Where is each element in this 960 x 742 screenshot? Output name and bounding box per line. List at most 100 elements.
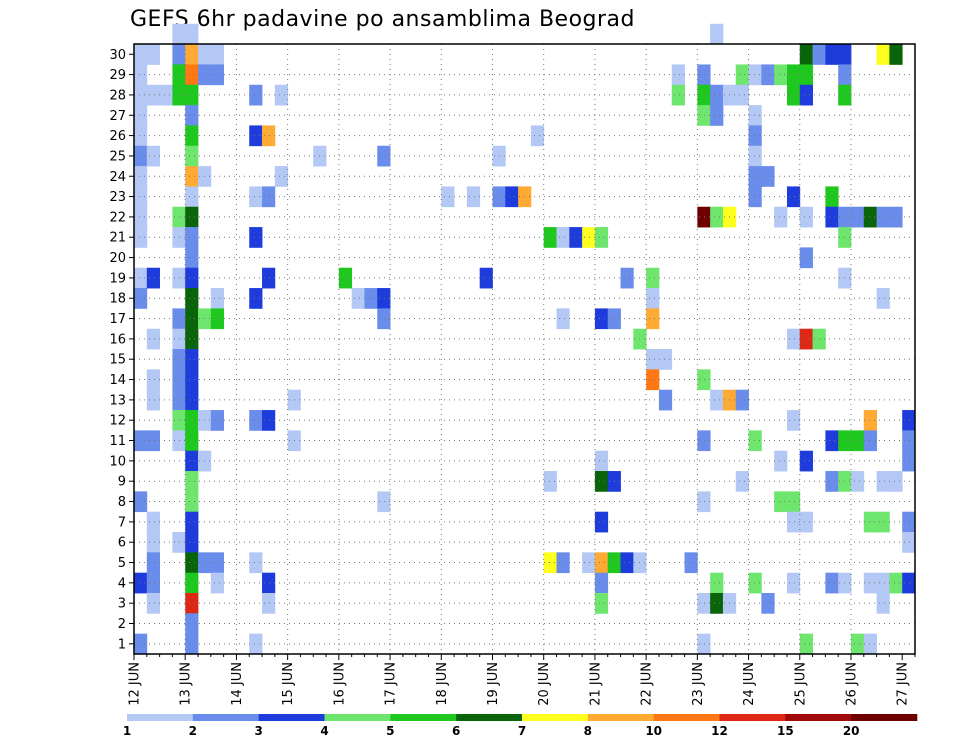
heatmap-cell xyxy=(748,186,762,208)
heatmap-cell xyxy=(185,206,199,228)
heatmap-cell xyxy=(902,450,916,472)
heatmap-cell xyxy=(876,511,890,533)
heatmap-cell xyxy=(185,166,199,187)
heatmap-cell xyxy=(761,166,775,187)
heatmap-cell xyxy=(210,64,225,86)
heatmap-cell xyxy=(620,552,634,574)
y-tick-label: 10 xyxy=(109,454,126,469)
colorbar-label: 1 xyxy=(123,724,131,738)
colorbar-label: 10 xyxy=(645,724,662,738)
heatmap-cell xyxy=(134,105,148,126)
heatmap-cell xyxy=(134,84,148,106)
colorbar-swatch xyxy=(456,714,523,721)
heatmap-cell xyxy=(172,23,186,45)
heatmap-cell xyxy=(185,572,199,594)
heatmap-cell xyxy=(774,491,788,513)
y-tick-label: 15 xyxy=(109,353,126,368)
heatmap-cell xyxy=(134,430,148,452)
plot-frame xyxy=(133,43,916,655)
y-tick-label: 24 xyxy=(109,170,126,185)
y-tick-label: 8 xyxy=(118,495,126,510)
heatmap-cell xyxy=(210,572,225,594)
heatmap-cell xyxy=(505,186,519,208)
y-tick-label: 1 xyxy=(118,637,126,652)
heatmap-cell xyxy=(146,44,160,65)
heatmap-cell xyxy=(185,44,199,65)
heatmap-cell xyxy=(172,44,186,65)
heatmap-cell xyxy=(582,227,596,248)
heatmap-cell xyxy=(761,64,775,86)
heatmap-cell xyxy=(185,593,199,614)
y-tick-label: 28 xyxy=(109,88,126,103)
heatmap-cell xyxy=(543,227,557,248)
heatmap-cell xyxy=(146,511,160,533)
heatmap-cell xyxy=(556,227,570,248)
heatmap-cell xyxy=(185,389,199,411)
heatmap-cell xyxy=(748,125,762,147)
heatmap-cell xyxy=(146,328,160,350)
heatmap-cell xyxy=(185,511,199,533)
heatmap-cell xyxy=(134,125,148,147)
y-axis: 1234567891011121314151617181920212223242… xyxy=(109,48,134,652)
colorbar-swatch xyxy=(587,714,654,721)
heatmap-cell xyxy=(876,44,890,65)
x-tick-label: 18 JUN xyxy=(435,662,450,706)
heatmap-cell xyxy=(134,44,148,65)
y-tick-label: 21 xyxy=(109,231,126,246)
heatmap-cell xyxy=(799,44,813,65)
heatmap-cell xyxy=(863,430,877,452)
heatmap-cell xyxy=(185,308,199,330)
heatmap-cell xyxy=(556,552,570,574)
heatmap-cell xyxy=(185,145,199,167)
colorbar-label: 4 xyxy=(320,724,328,738)
y-tick-label: 20 xyxy=(109,251,126,266)
heatmap-cell xyxy=(377,288,391,309)
heatmap-cell xyxy=(543,471,557,492)
heatmap-cell xyxy=(210,308,225,330)
y-tick-label: 11 xyxy=(109,434,126,449)
heatmap-cell xyxy=(850,206,865,228)
heatmap-cell xyxy=(210,288,225,309)
x-tick-label: 27 JUN xyxy=(896,662,911,706)
heatmap-cell xyxy=(210,552,225,574)
heatmap-cell xyxy=(134,267,148,289)
heatmap-cell xyxy=(262,267,276,289)
heatmap-cell xyxy=(530,125,545,147)
heatmap-cell xyxy=(876,206,890,228)
colorbar-swatch xyxy=(719,714,786,721)
heatmap-cell xyxy=(594,552,609,574)
colorbar-swatch xyxy=(192,714,259,721)
heatmap-cell xyxy=(876,471,890,492)
heatmap-cell xyxy=(902,572,916,594)
heatmap-cell xyxy=(134,166,148,187)
y-tick-label: 5 xyxy=(118,556,126,571)
heatmap-cell xyxy=(377,145,391,167)
heatmap-cell xyxy=(351,288,365,309)
colorbar-label: 15 xyxy=(777,724,794,738)
heatmap-cell xyxy=(850,471,865,492)
colorbar-label: 12 xyxy=(711,724,728,738)
heatmap-cell xyxy=(262,410,276,431)
heatmap-cell xyxy=(735,471,749,492)
heatmap-cell xyxy=(185,23,199,45)
colorbar-swatch xyxy=(653,714,720,721)
heatmap-cell xyxy=(658,349,673,370)
y-tick-label: 17 xyxy=(109,312,126,327)
heatmap-cell xyxy=(146,369,160,391)
heatmap-cell xyxy=(159,84,173,106)
heatmap-cell xyxy=(134,186,148,208)
heatmap-cell xyxy=(697,593,711,614)
heatmap-cell xyxy=(646,308,660,330)
heatmap-cell xyxy=(825,471,839,492)
heatmap-cell xyxy=(556,308,570,330)
heatmap-cells xyxy=(134,23,916,655)
heatmap-cell xyxy=(249,410,263,431)
heatmap-cell xyxy=(262,572,276,594)
heatmap-cell xyxy=(134,227,148,248)
y-tick-label: 22 xyxy=(109,210,126,225)
heatmap-cell xyxy=(748,64,762,86)
x-tick-label: 15 JUN xyxy=(281,662,296,706)
heatmap-cell xyxy=(863,572,877,594)
heatmap-cell xyxy=(838,44,852,65)
